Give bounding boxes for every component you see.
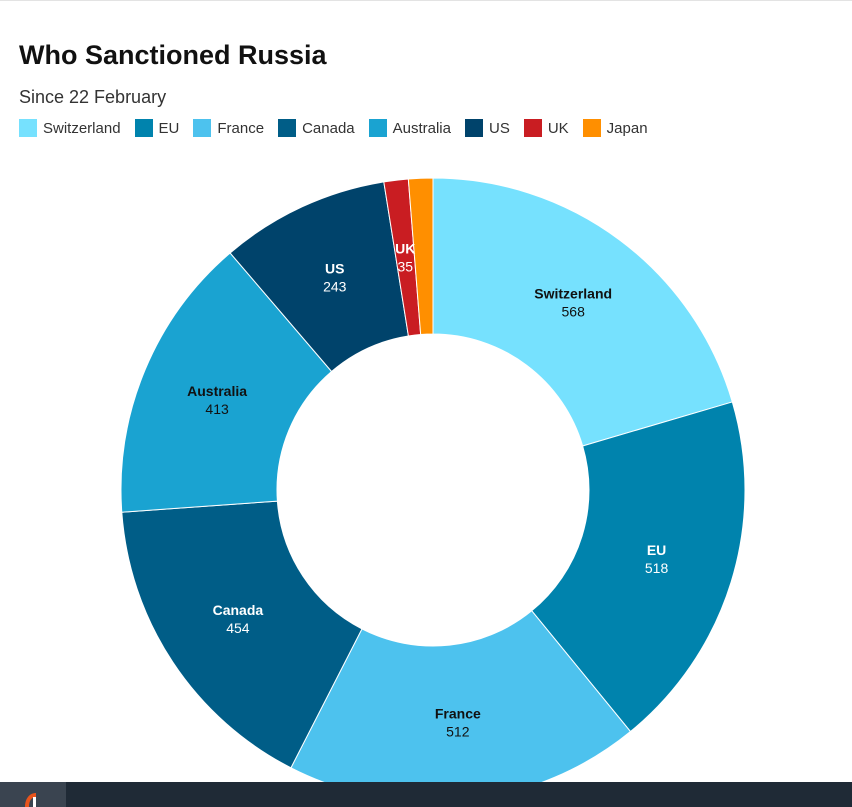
data-label-value-us: 243 [323, 279, 347, 295]
top-rule [0, 0, 852, 1]
legend-swatch [193, 119, 212, 137]
legend-item-eu[interactable]: EU [134, 119, 180, 137]
slice-eu[interactable] [531, 401, 746, 733]
data-label-name-france: France [435, 706, 481, 722]
legend-swatch [134, 119, 153, 137]
legend-label: Australia [392, 119, 451, 137]
slice-france[interactable] [290, 610, 632, 782]
data-label-name-eu: EU [647, 542, 666, 558]
legend-item-canada[interactable]: Canada [278, 119, 355, 137]
data-label-value-switzerland: 568 [562, 304, 586, 320]
chart-subtitle: Since 22 February [19, 87, 167, 107]
taskbar [0, 782, 852, 807]
chart-title: Who Sanctioned Russia [19, 40, 327, 70]
data-label-value-uk: 35 [397, 259, 413, 275]
data-label-value-eu: 518 [645, 560, 669, 576]
legend: Switzerland EU France Canada Australia US UK Ja… [19, 119, 662, 137]
donut-chart: Switzerland 568 EU 518 France 512 Canada 454 Aus… [120, 177, 746, 782]
legend-swatch [523, 119, 542, 137]
data-label-name-us: US [325, 261, 344, 277]
slice-canada[interactable] [121, 500, 363, 769]
legend-label: Switzerland [43, 119, 121, 137]
data-label-name-australia: Australia [187, 383, 247, 399]
legend-item-australia[interactable]: Australia [368, 119, 451, 137]
legend-item-france[interactable]: France [193, 119, 264, 137]
legend-item-us[interactable]: US [464, 119, 510, 137]
data-label-name-switzerland: Switzerland [534, 286, 612, 302]
legend-swatch [278, 119, 297, 137]
legend-label: EU [158, 119, 180, 137]
legend-item-switzerland[interactable]: Switzerland [19, 119, 121, 137]
app-icon [25, 793, 36, 807]
legend-label: Canada [302, 119, 355, 137]
legend-swatch [464, 119, 483, 137]
legend-item-uk[interactable]: UK [523, 119, 569, 137]
legend-swatch [582, 119, 601, 137]
data-label-value-france: 512 [446, 724, 470, 740]
data-label-name-uk: UK [395, 241, 415, 257]
slice-japan[interactable] [407, 177, 434, 336]
legend-label: US [488, 119, 510, 137]
legend-label: Japan [606, 119, 648, 137]
data-label-name-canada: Canada [213, 602, 264, 618]
taskbar-app-button[interactable] [0, 782, 66, 807]
data-label-value-australia: 413 [205, 401, 229, 417]
slice-australia[interactable] [120, 252, 333, 513]
legend-item-japan[interactable]: Japan [582, 119, 648, 137]
legend-swatch [368, 119, 387, 137]
data-label-value-canada: 454 [226, 620, 250, 636]
legend-swatch [19, 119, 37, 137]
legend-label: UK [547, 119, 569, 137]
slice-switzerland[interactable] [432, 177, 733, 447]
legend-label: France [217, 119, 265, 137]
